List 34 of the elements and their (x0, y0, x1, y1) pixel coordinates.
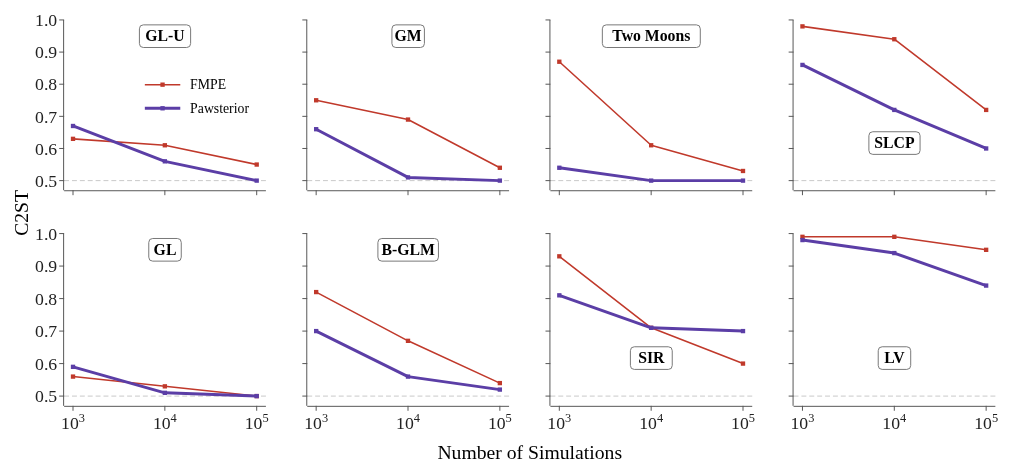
x-tick-label: 10$^{4}$ (396, 411, 420, 434)
x-tick-label: 10$^{5}$ (487, 411, 512, 434)
x-tick-label: 10$^{5}$ (731, 411, 755, 434)
legend-label: Pawsterior (190, 101, 250, 117)
y-tick-label: 0.6 (35, 138, 58, 159)
y-tick-label: 0.9 (35, 42, 58, 63)
y-tick-label: 1.0 (35, 10, 58, 31)
y-tick-label: 0.5 (35, 386, 58, 407)
x-tick-label: 10$^{5}$ (974, 411, 999, 434)
y-axis-title: C2ST (9, 189, 32, 236)
x-tick-label: 10$^{4}$ (639, 411, 664, 434)
text: Number of Simulations (437, 441, 623, 463)
x-tick-label: 10$^{3}$ (304, 411, 329, 434)
chart-title: Two Moons (612, 27, 691, 45)
chart-title: GL (153, 240, 177, 258)
y-tick-label: 0.5 (35, 170, 58, 191)
y-tick-label: 0.7 (35, 106, 58, 127)
x-tick-label: 10$^{4}$ (882, 411, 907, 434)
y-tick-label: 1.0 (35, 223, 58, 244)
y-tick-label: 0.9 (35, 256, 58, 277)
x-tick-label: 10$^{4}$ (152, 411, 177, 434)
x-tick-label: 10$^{3}$ (61, 411, 85, 434)
legend-label: FMPE (190, 77, 227, 93)
x-tick-label: 10$^{3}$ (547, 411, 572, 434)
text: SIR (638, 349, 666, 367)
y-tick-label: 0.8 (35, 74, 58, 95)
y-tick-label: 0.7 (35, 321, 58, 342)
chart-title: GL-U (145, 27, 185, 45)
text: SLCP (874, 134, 915, 152)
y-tick-label: 0.6 (35, 353, 58, 374)
y-tick-label: 0.8 (35, 288, 58, 309)
text: LV (884, 349, 906, 367)
x-tick-label: 10$^{5}$ (244, 411, 269, 434)
x-tick-label: 10$^{3}$ (790, 411, 815, 434)
